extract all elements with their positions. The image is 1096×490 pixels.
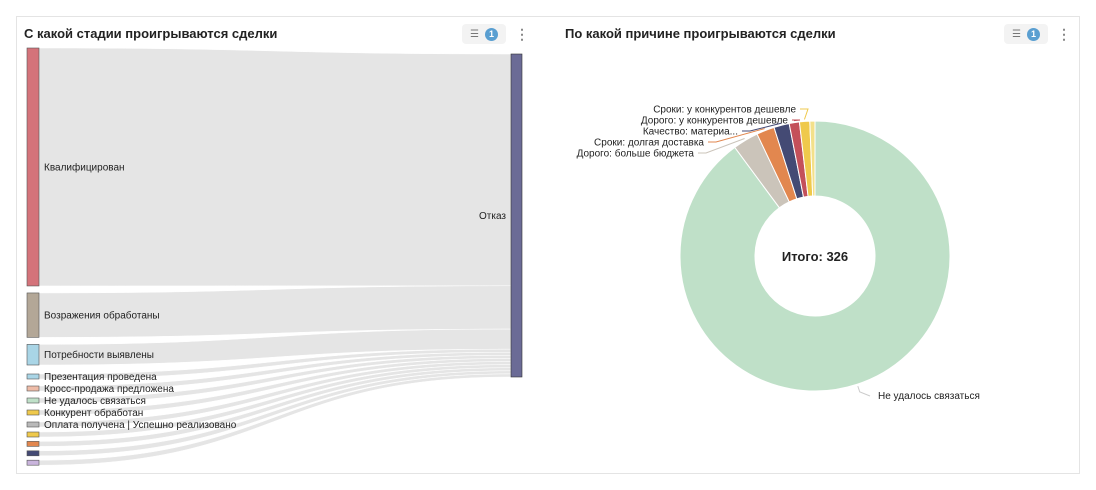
donut-leader-line xyxy=(800,108,809,120)
donut-slice-6 xyxy=(809,120,816,197)
sankey-node-9 xyxy=(26,441,40,447)
sankey-node-label: Не удалось связаться xyxy=(44,396,146,407)
donut-label: Дорого: у конкурентов дешевле xyxy=(641,116,789,127)
sankey-node-4 xyxy=(26,385,40,392)
sankey-node-label: Кросс-продажа предложена xyxy=(44,384,174,395)
filter-icon: ☰ xyxy=(1012,28,1021,40)
sankey-node-label: Квалифицирован xyxy=(44,161,125,173)
filter-icon: ☰ xyxy=(470,28,479,40)
donut-label: Сроки: у конкурентов дешевле xyxy=(653,105,796,116)
sankey-node-2 xyxy=(26,344,40,366)
sankey-node-label: Потребности выявлены xyxy=(44,349,154,361)
sankey-node-10 xyxy=(26,450,40,457)
sankey-target-node xyxy=(510,53,523,378)
left-chart-title: С какой стадии проигрываются сделки xyxy=(24,26,278,41)
left-filter-button[interactable]: ☰ 1 xyxy=(462,24,506,44)
sankey-node-0 xyxy=(26,47,40,287)
sankey-target-label: Отказ xyxy=(479,211,506,222)
donut-label: Не удалось связаться xyxy=(878,391,980,402)
sankey-node-label: Оплата получена | Успешно реализовано xyxy=(44,420,237,431)
donut-leader-line xyxy=(742,122,782,132)
sankey-node-11 xyxy=(26,459,40,466)
right-filter-button[interactable]: ☰ 1 xyxy=(1004,24,1048,44)
donut-slice-0 xyxy=(679,120,951,392)
sankey-node-label: Возражения обработаны xyxy=(44,310,160,322)
sankey-node-5 xyxy=(26,397,40,404)
filter-count-badge: 1 xyxy=(484,27,498,41)
sankey-node-1 xyxy=(26,292,40,338)
donut-label: Качество: материа... xyxy=(643,127,738,138)
sankey-node-label: Презентация проведена xyxy=(44,372,157,383)
right-chart-title: По какой причине проигрываются сделки xyxy=(565,26,836,41)
donut-label: Сроки: долгая доставка xyxy=(594,138,704,149)
sankey-node-8 xyxy=(26,431,40,438)
donut-leader-line xyxy=(857,385,871,397)
sankey-node-6 xyxy=(26,409,40,416)
donut-center-total: Итого: 326 xyxy=(782,249,848,264)
sankey-node-3 xyxy=(26,373,40,380)
donut-label: Дорого: больше бюджета xyxy=(577,148,695,160)
donut-leader-line xyxy=(708,128,765,143)
sankey-node-7 xyxy=(26,421,40,428)
filter-count-badge: 1 xyxy=(1026,27,1040,41)
donut-leader-line xyxy=(698,138,745,154)
donut-leader-line xyxy=(792,119,801,122)
sankey-node-label: Конкурент обработан xyxy=(44,407,143,419)
